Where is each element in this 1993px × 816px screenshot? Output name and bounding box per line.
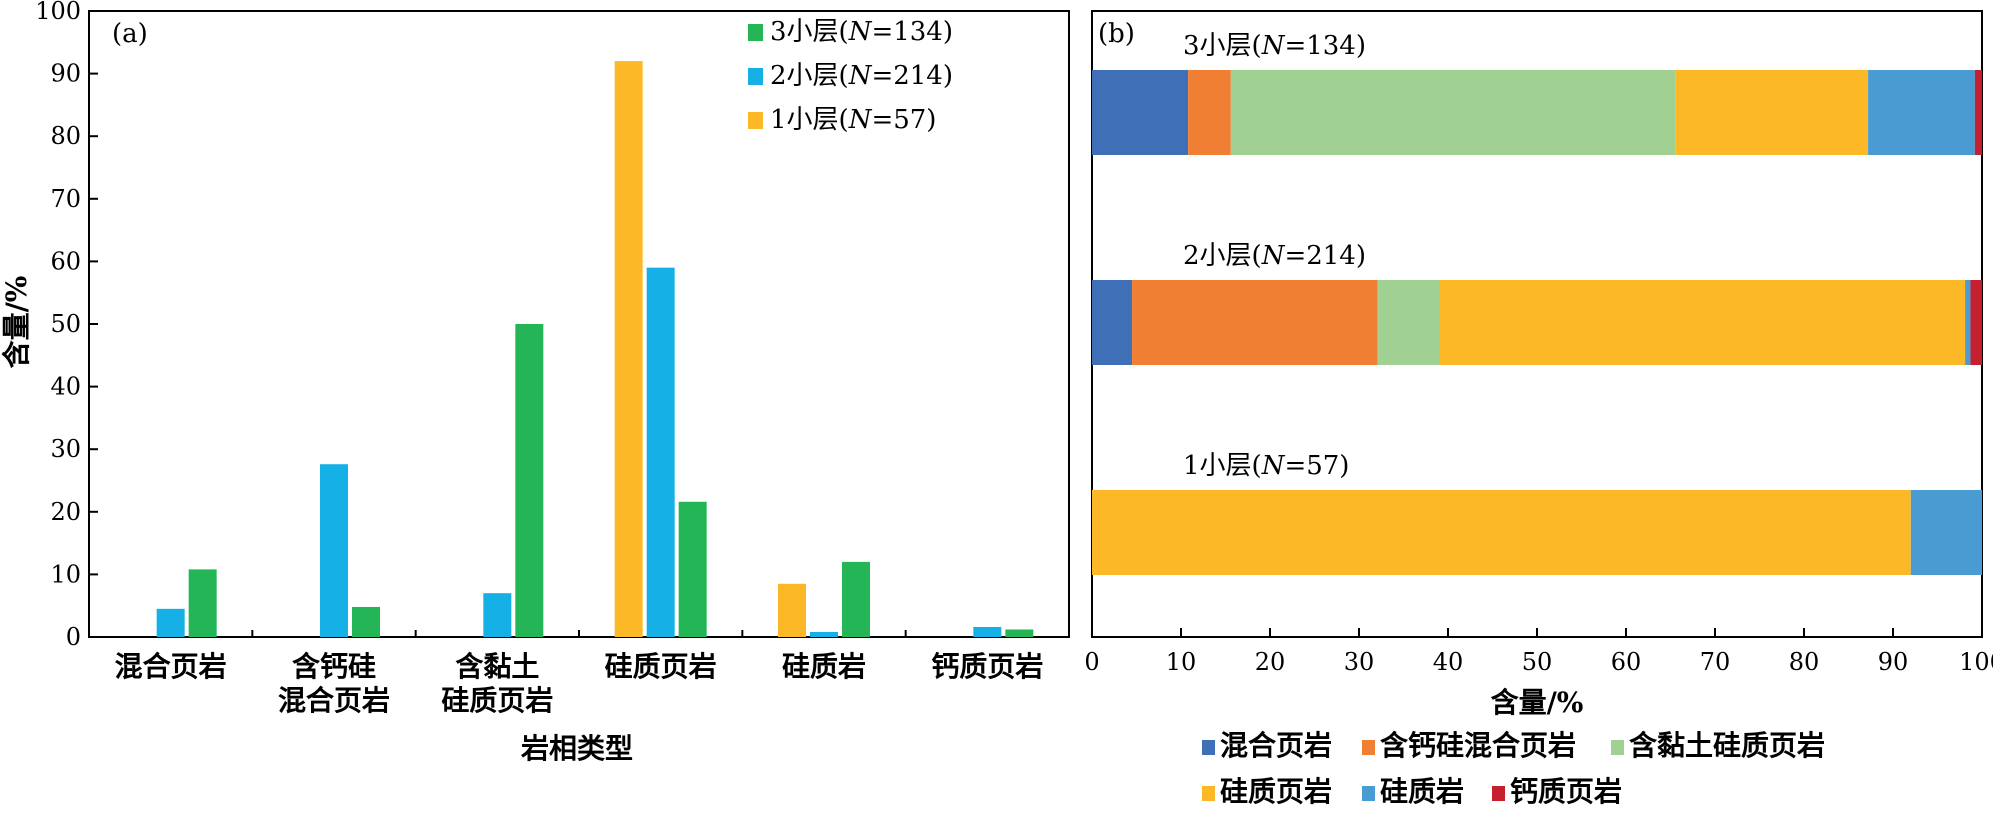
bar — [614, 61, 643, 637]
bar — [646, 267, 675, 637]
x-tick-label: 60 — [1611, 648, 1642, 676]
stacked-segment — [1868, 70, 1975, 155]
legend-swatch — [748, 112, 763, 129]
y-tick-label: 70 — [50, 185, 81, 213]
legend-swatch — [1362, 786, 1375, 801]
legend-swatch — [748, 68, 763, 85]
x-tick-label: 20 — [1255, 648, 1286, 676]
panel-b-label: (b) — [1098, 19, 1135, 49]
y-tick-label: 20 — [50, 498, 81, 526]
category-label: 硅质页岩 — [605, 650, 717, 683]
x-tick-label: 70 — [1700, 648, 1731, 676]
x-tick-label: 50 — [1522, 648, 1553, 676]
x-tick-label: 10 — [1166, 648, 1197, 676]
row-label: 3小层(N=134) — [1183, 31, 1366, 61]
legend-label: 含钙硅混合页岩 — [1380, 729, 1576, 762]
y-tick-label: 30 — [50, 435, 81, 463]
x-tick-label: 100 — [1959, 648, 1993, 676]
bar — [810, 631, 838, 637]
stacked-segment — [1230, 70, 1676, 155]
bar — [188, 569, 217, 637]
bar — [483, 593, 512, 637]
legend-swatch — [748, 24, 763, 41]
category-label: 含黏土 — [455, 650, 539, 683]
stacked-segment — [1092, 70, 1189, 155]
stacked-segment — [1965, 280, 1971, 365]
category-label: 钙质页岩 — [931, 650, 1043, 683]
legend-label: 含黏土硅质页岩 — [1629, 729, 1825, 762]
legend-label: 3小层(N=134) — [770, 17, 953, 47]
stacked-segment — [1132, 280, 1378, 365]
panel-b-rows: 3小层(N=134) 2小层(N=214) 1小层(N=57) — [1092, 31, 1982, 575]
legend-swatch — [1202, 786, 1215, 801]
panel-a-x-axis-title: 岩相类型 — [520, 732, 633, 765]
panel-a-bar-chart: (a) 岩相类型 含量/% 0 10 20 30 40 50 60 70 80 90 100 混合页… — [0, 0, 1070, 765]
y-tick-label: 90 — [50, 60, 81, 88]
y-tick-label: 50 — [50, 310, 81, 338]
y-tick-label: 80 — [50, 122, 81, 150]
bar — [842, 561, 870, 637]
bar — [778, 583, 806, 637]
row-label: 1小层(N=57) — [1183, 451, 1349, 481]
bar — [678, 501, 707, 637]
legend-swatch — [1202, 740, 1215, 755]
bar — [973, 626, 1002, 637]
legend-label: 硅质岩 — [1380, 775, 1464, 808]
y-tick-label: 60 — [50, 247, 81, 275]
panel-b-stacked-bar-chart: (b) 含量/% 0 10 20 30 40 50 60 70 80 90 100 3小层(N=13… — [1084, 10, 1993, 808]
stacked-segment — [1092, 280, 1133, 365]
legend-label: 1小层(N=57) — [770, 105, 936, 135]
legend-swatch — [1362, 740, 1375, 755]
legend-label: 硅质页岩 — [1220, 775, 1332, 808]
y-tick-label: 100 — [35, 0, 81, 25]
category-label: 混合页岩 — [115, 650, 227, 683]
legend-swatch — [1611, 740, 1624, 755]
panel-b-x-ticks: 0 10 20 30 40 50 60 70 80 90 100 — [1084, 628, 1993, 676]
panel-a-y-ticks: 0 10 20 30 40 50 60 70 80 90 100 — [35, 0, 98, 651]
legend-label: 钙质页岩 — [1510, 775, 1622, 808]
y-tick-label: 10 — [50, 560, 81, 588]
category-label: 含钙硅 — [292, 650, 376, 683]
stacked-segment — [1970, 280, 1982, 365]
stacked-segment — [1675, 70, 1869, 155]
legend-label: 混合页岩 — [1220, 729, 1332, 762]
x-tick-label: 80 — [1789, 648, 1820, 676]
stacked-segment — [1377, 280, 1440, 365]
panel-a-label: (a) — [112, 19, 148, 49]
bar — [515, 324, 544, 637]
legend-swatch — [1492, 786, 1505, 801]
panel-a-y-axis-title: 含量/% — [0, 276, 33, 369]
bar — [1005, 629, 1034, 637]
panel-a-bars — [156, 61, 1034, 637]
row-label: 2小层(N=214) — [1183, 241, 1366, 271]
y-tick-label: 40 — [50, 373, 81, 401]
category-label: 混合页岩 — [278, 684, 390, 717]
legend-label: 2小层(N=214) — [770, 61, 953, 91]
category-label: 硅质页岩 — [441, 684, 553, 717]
x-tick-label: 40 — [1433, 648, 1464, 676]
y-tick-label: 0 — [66, 623, 81, 651]
bar — [352, 606, 380, 637]
panel-b-x-axis-title: 含量/% — [1491, 686, 1584, 719]
x-tick-label: 0 — [1084, 648, 1099, 676]
category-label: 硅质岩 — [782, 650, 866, 683]
stacked-segment — [1092, 490, 1911, 575]
stacked-segment — [1188, 70, 1231, 155]
panel-a-legend: 3小层(N=134) 2小层(N=214) 1小层(N=57) — [748, 17, 953, 135]
bar — [156, 608, 185, 637]
x-tick-label: 30 — [1344, 648, 1375, 676]
stacked-segment — [1439, 280, 1966, 365]
stacked-segment — [1910, 490, 1982, 575]
stacked-segment — [1974, 70, 1982, 155]
x-tick-label: 90 — [1878, 648, 1909, 676]
bar — [320, 464, 348, 637]
